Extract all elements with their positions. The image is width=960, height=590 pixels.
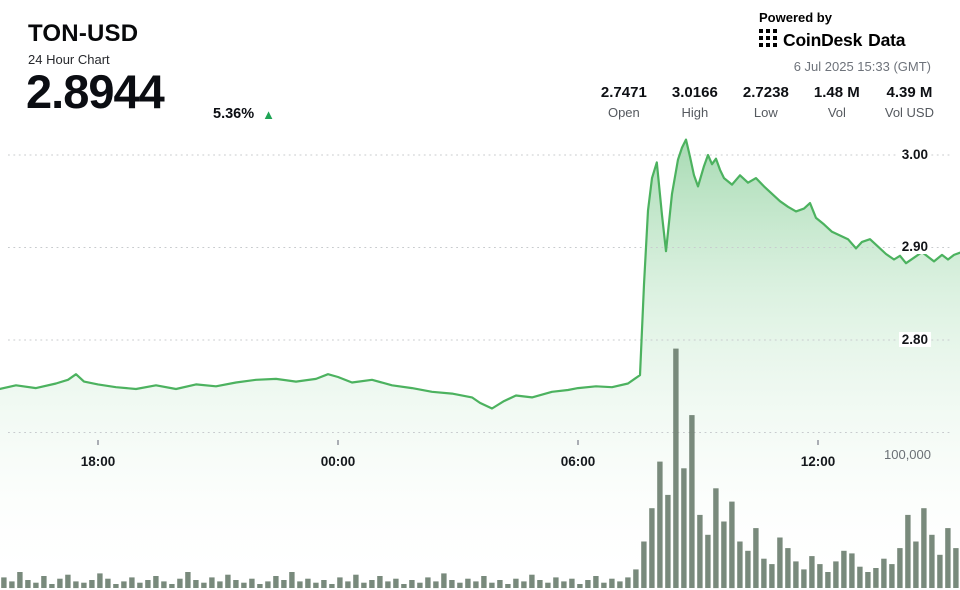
branding-block: Powered by CoinDesk Data 6 Jul 2025 15:3… bbox=[759, 10, 931, 74]
price-area bbox=[0, 139, 960, 588]
x-axis-tick bbox=[337, 440, 339, 445]
pair-title: TON-USD bbox=[28, 20, 139, 47]
x-axis-label-18-00: 18:00 bbox=[80, 454, 116, 469]
change-percent: 5.36% bbox=[213, 106, 255, 122]
stat-high: 3.0166 High bbox=[672, 84, 718, 120]
volume-bars bbox=[1, 348, 959, 589]
x-axis-label-00-00: 00:00 bbox=[320, 454, 356, 469]
x-axis-label-12-00: 12:00 bbox=[800, 454, 836, 469]
y-axis-label-3-00: 3.00 bbox=[898, 147, 931, 162]
y-axis-label-2-90: 2.90 bbox=[898, 239, 931, 254]
stats-row: 2.7471 Open 3.0166 High 2.7238 Low 1.48 … bbox=[601, 84, 934, 120]
chart-period-subtitle: 24 Hour Chart bbox=[28, 52, 110, 67]
stat-vol-usd-value: 4.39 M bbox=[886, 84, 933, 101]
logo-wordmark: CoinDesk bbox=[783, 30, 863, 50]
current-price: 2.8944 bbox=[26, 65, 165, 118]
volume-axis-label: 100,000 bbox=[884, 447, 931, 462]
stat-high-label: High bbox=[681, 105, 709, 120]
price-change: 5.36% ▲ bbox=[213, 106, 275, 122]
stat-open-value: 2.7471 bbox=[600, 84, 647, 101]
x-axis-tick bbox=[97, 440, 99, 445]
stat-low-value: 2.7238 bbox=[742, 84, 789, 101]
stat-high-value: 3.0166 bbox=[671, 84, 718, 101]
y-axis-label-2-80: 2.80 bbox=[898, 332, 931, 347]
stat-low: 2.7238 Low bbox=[743, 84, 789, 120]
up-triangle-icon: ▲ bbox=[262, 106, 275, 122]
x-axis-label-06-00: 06:00 bbox=[560, 454, 596, 469]
stat-low-label: Low bbox=[753, 105, 778, 120]
stat-vol-value: 1.48 M bbox=[813, 84, 860, 101]
stat-vol-usd-label: Vol USD bbox=[884, 105, 934, 120]
logo-suffix: Data bbox=[868, 30, 906, 50]
timestamp: 6 Jul 2025 15:33 (GMT) bbox=[793, 59, 931, 74]
stat-vol-label: Vol bbox=[827, 105, 846, 120]
x-axis-tick bbox=[577, 440, 579, 445]
coindesk-logo-icon bbox=[759, 29, 777, 52]
stat-vol-usd: 4.39 M Vol USD bbox=[885, 84, 934, 120]
stat-open: 2.7471 Open bbox=[601, 84, 647, 120]
coindesk-data-logo[interactable]: CoinDesk Data bbox=[759, 29, 931, 52]
stat-open-label: Open bbox=[607, 105, 640, 120]
x-axis-tick bbox=[817, 440, 819, 445]
gridlines bbox=[8, 154, 952, 433]
powered-by-label: Powered by bbox=[759, 10, 832, 25]
stat-vol: 1.48 M Vol bbox=[814, 84, 860, 120]
price-line bbox=[0, 138, 960, 410]
